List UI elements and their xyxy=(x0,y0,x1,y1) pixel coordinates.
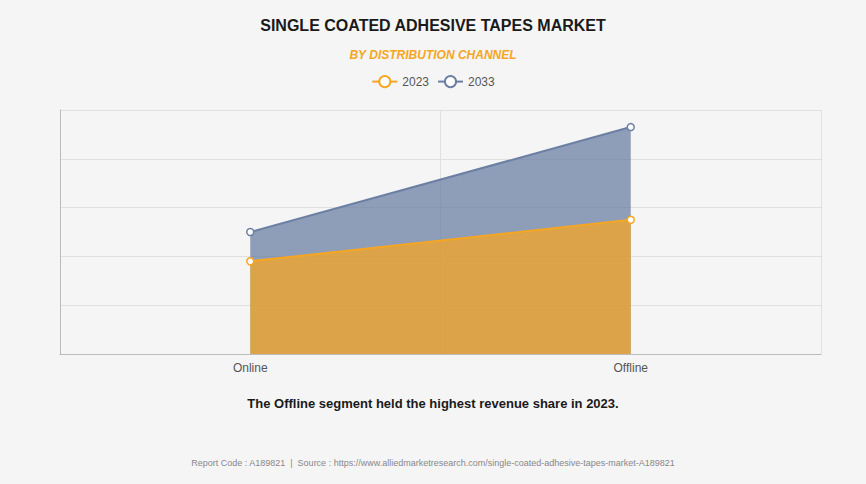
svg-text:2033: 2033 xyxy=(468,75,495,89)
svg-text:SINGLE COATED ADHESIVE TAPES M: SINGLE COATED ADHESIVE TAPES MARKET xyxy=(260,17,606,34)
svg-text:2023: 2023 xyxy=(402,75,429,89)
svg-text:The Offline segment held the h: The Offline segment held the highest rev… xyxy=(247,396,618,411)
svg-text:BY DISTRIBUTION CHANNEL: BY DISTRIBUTION CHANNEL xyxy=(349,48,516,62)
svg-text:Report Code : A189821 | Sour: Report Code : A189821 | Source : https:/… xyxy=(191,458,675,468)
svg-text:Online: Online xyxy=(233,361,268,375)
svg-text:Offline: Offline xyxy=(614,361,649,375)
